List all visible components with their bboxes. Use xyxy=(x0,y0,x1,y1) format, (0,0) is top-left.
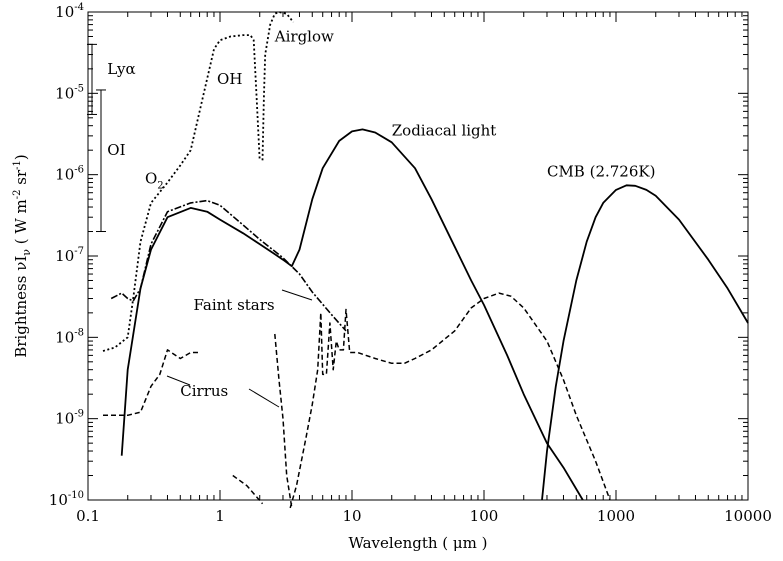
cirrus-leader-line xyxy=(248,388,280,408)
y-tick-label: 10-6 xyxy=(55,165,84,184)
x-tick-label: 0.1 xyxy=(76,507,100,525)
y-axis-label: Brightness νIν ( W m-2 sr-1) xyxy=(12,154,33,358)
series-cirrus xyxy=(274,333,293,509)
cirrus-leader-line xyxy=(166,375,191,386)
y-tick-label: 10-10 xyxy=(49,490,84,509)
y-tick-label: 10-7 xyxy=(55,246,84,265)
range-bars xyxy=(87,43,106,233)
series-cmb-2-726k xyxy=(541,184,749,501)
y-axis-label-end: ) xyxy=(12,154,30,160)
series-cirrus xyxy=(232,474,264,505)
faint-stars-leader-line xyxy=(281,289,313,301)
x-axis-label: Wavelength ( μm ) xyxy=(348,534,487,552)
y-axis-label-sub: ν xyxy=(20,249,33,256)
y-tick-label: 10-5 xyxy=(55,83,84,102)
axis-ticks xyxy=(87,11,749,501)
y-axis-label-exp2: -1 xyxy=(12,160,23,170)
annotation-cirrus: Cirrus xyxy=(180,382,228,400)
series-layer xyxy=(102,11,749,509)
series-airglow xyxy=(102,34,261,352)
x-tick-label: 100 xyxy=(470,507,499,525)
annotation-lya: Lyα xyxy=(107,60,135,78)
y-axis-label-exp1: -2 xyxy=(12,189,23,199)
y-axis-label-main: Brightness νI xyxy=(12,256,30,358)
y-tick-label: 10-9 xyxy=(55,409,84,428)
plot-frame xyxy=(87,11,749,501)
annotation-zodi: Zodiacal light xyxy=(392,121,497,139)
y-axis-label-unit: ( W m xyxy=(12,199,30,249)
x-tick-label: 1 xyxy=(215,507,225,525)
series-cirrus xyxy=(289,292,611,509)
x-tick-label: 10000 xyxy=(724,507,772,525)
series-faint-stars xyxy=(110,199,347,332)
series-cirrus xyxy=(103,349,200,417)
annotation-o2: O2 xyxy=(145,169,164,191)
x-tick-labels: 0.1 1 10 100 1000 10000 xyxy=(76,507,772,525)
annotation-oh: OH xyxy=(217,70,242,88)
series-zodiacal-light xyxy=(120,128,584,501)
annotation-cmb: CMB (2.726K) xyxy=(547,162,655,180)
y-axis-label-mid: sr xyxy=(12,169,30,189)
annotation-oi: OI xyxy=(107,141,125,159)
y-tick-labels: 10-10 10-9 10-8 10-7 10-6 10-5 10-4 xyxy=(49,2,84,509)
y-tick-label: 10-4 xyxy=(55,2,84,21)
annotation-airglow: Airglow xyxy=(274,27,334,45)
series-airglow xyxy=(261,11,295,161)
y-tick-label: 10-8 xyxy=(55,327,84,346)
x-tick-label: 10 xyxy=(342,507,361,525)
annotations: Lyα OI O2 OH Airglow Zodiacal light CMB (2.726… xyxy=(107,27,655,399)
annotation-faint: Faint stars xyxy=(194,296,275,314)
leader-lines xyxy=(166,289,313,408)
x-tick-label: 1000 xyxy=(597,507,635,525)
